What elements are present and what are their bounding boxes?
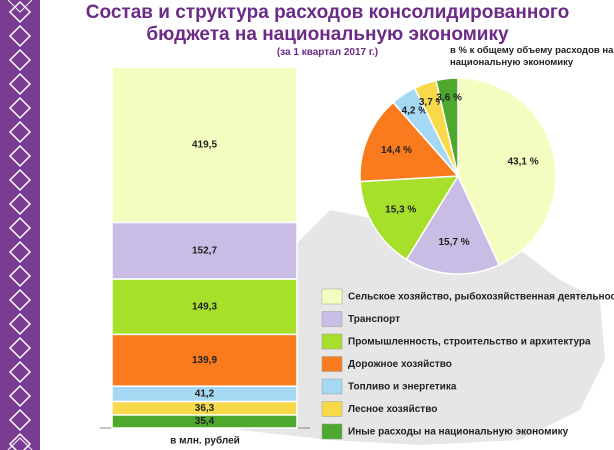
ornament-diamond xyxy=(8,72,32,96)
ornament-diamond xyxy=(8,336,32,360)
legend-swatch xyxy=(321,356,343,372)
ornament-diamond xyxy=(8,0,32,24)
legend-label: Промышленность, строительство и архитект… xyxy=(348,337,591,348)
legend-label: Топливо и энергетика xyxy=(348,382,457,393)
x-axis-label: в млн. рублей xyxy=(170,435,240,447)
ornament-diamond xyxy=(8,216,32,240)
ornament-diamond xyxy=(8,48,32,72)
ornament-diamond xyxy=(8,432,32,450)
ornament-diamond xyxy=(8,24,32,48)
ornament-diamond xyxy=(8,288,32,312)
data-label: 15,3 % xyxy=(385,205,416,216)
bar-segment xyxy=(111,66,298,224)
pie-slice xyxy=(435,77,459,177)
data-label: 43,1 % xyxy=(508,156,539,167)
data-label: 3,7 % xyxy=(419,97,445,108)
data-label: 35,4 xyxy=(195,416,215,427)
legend-swatch xyxy=(321,333,343,350)
ornament-diamond xyxy=(8,168,32,192)
ornament-diamond xyxy=(8,120,32,144)
data-label: 3,6 % xyxy=(436,93,462,104)
ornament-diamond xyxy=(8,192,32,216)
ornament-diamond xyxy=(8,408,32,432)
data-label: 4,2 % xyxy=(402,106,428,117)
pie-slice xyxy=(359,175,460,261)
legend-swatch xyxy=(321,378,343,395)
bar-segment xyxy=(111,221,298,280)
pie-slice xyxy=(359,101,460,183)
pie-slice xyxy=(457,77,557,266)
bar-segment xyxy=(111,333,298,387)
pie-title: в % к общему объему расходов на национал… xyxy=(450,45,614,68)
data-label: 41,2 xyxy=(195,388,215,399)
ornament-diamond xyxy=(8,360,32,384)
data-label: 36,3 xyxy=(195,403,215,414)
ornament xyxy=(8,0,32,450)
chart-subtitle: (за 1 квартал 2017 г.) xyxy=(276,47,379,58)
legend-label: Лесное хозяйство xyxy=(348,404,437,415)
legend-label: Дорожное хозяйство xyxy=(348,359,452,370)
ornament-diamond xyxy=(8,240,32,264)
legend-swatch xyxy=(321,288,343,305)
legend-label: Сельское хозяйство, рыбохозяйственная де… xyxy=(348,291,614,303)
ornament-diamond xyxy=(8,384,32,408)
chart-title: Состав и структура расходов консолидиров… xyxy=(85,2,570,45)
data-label: 14,4 % xyxy=(381,145,412,156)
ornament-diamond xyxy=(8,96,32,120)
legend-label: Транспорт xyxy=(348,314,400,325)
ornament-diamond xyxy=(8,312,32,336)
bar-segment xyxy=(111,278,298,336)
legend-swatch xyxy=(321,401,343,417)
data-label: 152,7 xyxy=(192,245,217,256)
data-label: 139,9 xyxy=(192,355,217,366)
pie-slice xyxy=(405,174,501,275)
legend-swatch xyxy=(321,311,343,327)
data-label: 15,7 % xyxy=(438,237,469,248)
ornament-diamond xyxy=(8,264,32,288)
legend-swatch xyxy=(321,423,343,440)
legend-label: Иные расходы на национальную экономику xyxy=(348,427,569,438)
data-label: 149,3 xyxy=(192,301,217,312)
data-label: 419,5 xyxy=(192,139,217,150)
ornament-diamond xyxy=(8,144,32,168)
